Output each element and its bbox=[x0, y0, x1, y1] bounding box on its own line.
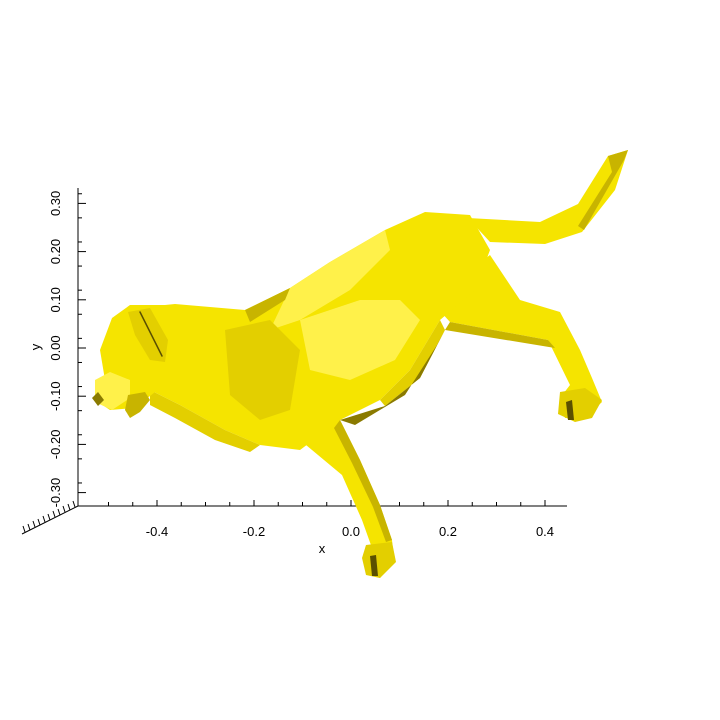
x-tick-label: 0.4 bbox=[536, 524, 554, 539]
dog-tail bbox=[468, 150, 628, 244]
dog-mesh[interactable] bbox=[92, 150, 628, 578]
x-tick-label: 0.2 bbox=[439, 524, 457, 539]
x-axis-ticks: -0.4 -0.2 0.0 0.2 0.4 bbox=[108, 500, 554, 539]
dog-hind-leg-shade bbox=[445, 322, 555, 348]
dog-chest bbox=[150, 390, 260, 452]
y-tick-label: -0.20 bbox=[48, 430, 63, 460]
dog-nose bbox=[92, 392, 104, 406]
y-axis-title: y bbox=[28, 343, 43, 350]
y-axis-ticks: -0.30 -0.20 -0.10 0.00 0.10 0.20 0.30 bbox=[48, 191, 86, 508]
dog-front-paw-dark bbox=[370, 555, 378, 576]
x-tick-label: -0.2 bbox=[243, 524, 265, 539]
dog-jaw bbox=[125, 392, 150, 418]
x-axis-title: x bbox=[319, 541, 326, 556]
dog-shoulder-shade bbox=[225, 320, 300, 420]
axes: -0.4 -0.2 0.0 0.2 0.4 -0.30 -0.20 -0.10 0.00 0.1… bbox=[21, 188, 567, 556]
dog-hind-leg bbox=[430, 255, 602, 418]
dog-flank bbox=[300, 300, 420, 380]
dog-belly-shade bbox=[380, 320, 445, 406]
dog-front-paw bbox=[362, 542, 396, 578]
y-tick-label: 0.20 bbox=[48, 239, 63, 264]
dog-front-leg bbox=[300, 420, 394, 578]
dog-snout bbox=[95, 372, 130, 410]
dog-back-dark bbox=[245, 288, 290, 322]
z-axis-stub bbox=[21, 500, 79, 535]
y-tick-label: 0.00 bbox=[48, 335, 63, 360]
dog-hind-paw-dark bbox=[566, 400, 574, 420]
x-tick-label: 0.0 bbox=[342, 524, 360, 539]
dog-front-leg-shade bbox=[334, 420, 392, 542]
x-tick-label: -0.4 bbox=[146, 524, 168, 539]
y-tick-label: -0.10 bbox=[48, 381, 63, 411]
y-tick-label: 0.10 bbox=[48, 287, 63, 312]
y-tick-label: -0.30 bbox=[48, 478, 63, 508]
dog-ear-edge bbox=[139, 311, 163, 357]
dog-back-light bbox=[270, 230, 390, 330]
dog-tail-shade bbox=[578, 150, 628, 230]
y-tick-label: 0.30 bbox=[48, 191, 63, 216]
